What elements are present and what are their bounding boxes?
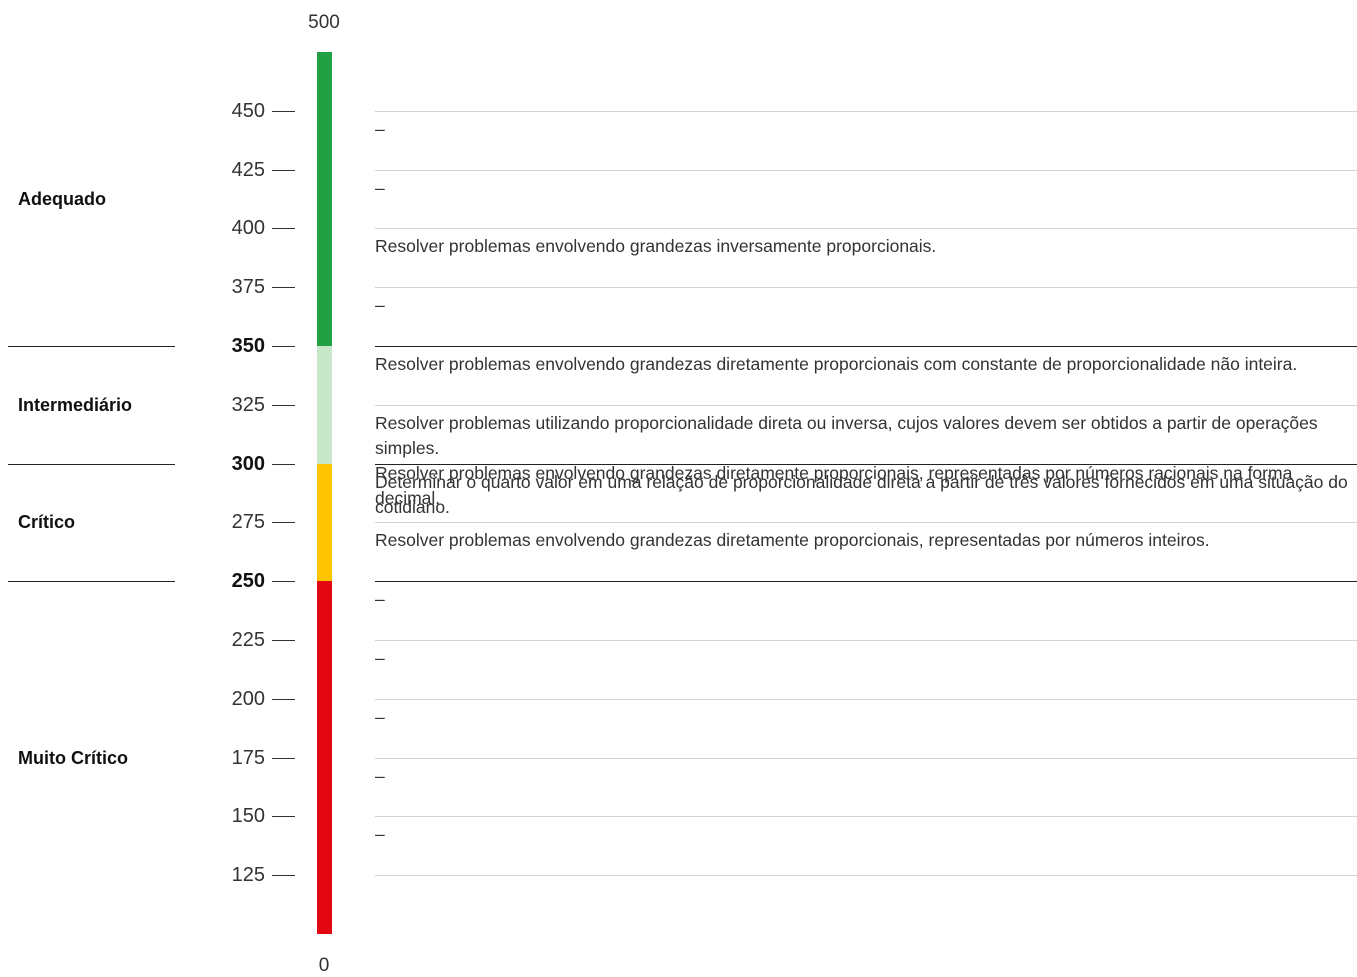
tick-label: 425 <box>231 158 265 181</box>
row-divider <box>375 287 1357 289</box>
tick-label: 300 <box>231 452 265 475</box>
level-band <box>317 52 332 346</box>
row-divider <box>375 816 1357 818</box>
descriptor-cell: – <box>375 705 1353 730</box>
descriptor-text: – <box>375 118 385 139</box>
tick-mark <box>272 287 295 289</box>
level-divider <box>375 581 1357 583</box>
tick-label: 200 <box>231 687 265 710</box>
tick-label: 125 <box>231 864 265 887</box>
tick-label: 250 <box>231 570 265 593</box>
row-divider <box>375 698 1357 700</box>
descriptor-cell: Resolver problemas envolvendo grandezas … <box>375 528 1353 553</box>
tick-mark <box>272 169 295 171</box>
descriptor-cell: – <box>375 822 1353 847</box>
descriptor-text: – <box>375 706 385 727</box>
descriptor-cell: – <box>375 293 1353 318</box>
row-divider <box>375 640 1357 641</box>
descriptor-cell: Resolver problemas utilizando proporcion… <box>375 411 1353 511</box>
level-band <box>317 346 332 464</box>
tick-label: 150 <box>231 805 265 828</box>
level-band <box>317 581 332 934</box>
level-label: Crítico <box>18 512 76 533</box>
descriptor-text: – <box>375 824 385 845</box>
descriptor-text: – <box>375 177 385 198</box>
tick-label: 325 <box>231 393 265 416</box>
tick-mark <box>272 698 295 700</box>
tick-mark <box>272 875 295 877</box>
tick-label: 175 <box>231 746 265 769</box>
tick-label: 275 <box>231 511 265 534</box>
descriptor-text: Resolver problemas envolvendo grandezas … <box>375 462 1293 508</box>
tick-mark <box>272 404 295 406</box>
tick-mark <box>272 757 295 759</box>
level-separator <box>8 581 175 583</box>
level-separator <box>8 463 175 465</box>
row-divider <box>375 110 1357 112</box>
level-divider <box>375 346 1357 347</box>
row-divider <box>375 169 1357 171</box>
descriptor-text: Resolver problemas envolvendo grandezas … <box>375 354 1298 374</box>
descriptor-cell: Resolver problemas envolvendo grandezas … <box>375 352 1353 377</box>
level-divider <box>375 463 1357 465</box>
scale-max-label: 500 <box>308 12 340 33</box>
row-divider <box>375 757 1357 759</box>
descriptor-cell: – <box>375 646 1353 671</box>
tick-label: 450 <box>231 99 265 122</box>
row-divider <box>375 875 1357 877</box>
row-divider <box>375 522 1357 524</box>
descriptor-cell: – <box>375 117 1353 142</box>
descriptor-cell: – <box>375 176 1353 201</box>
level-label: Adequado <box>18 189 106 209</box>
descriptor-text: Determinar o quarto valor em uma relação… <box>375 471 1348 517</box>
descriptor-text: Resolver problemas envolvendo grandezas … <box>375 530 1210 551</box>
descriptor-cell: Resolver problemas envolvendo grandezas … <box>375 234 1353 259</box>
tick-label: 400 <box>231 217 265 240</box>
descriptor-cell: – <box>375 764 1353 789</box>
tick-mark <box>272 581 295 583</box>
level-band <box>317 463 332 582</box>
scale-min-label: 0 <box>318 955 330 976</box>
tick-label: 375 <box>231 276 265 299</box>
tick-mark <box>272 816 295 818</box>
descriptor-cell: Determinar o quarto valor em uma relação… <box>375 470 1353 520</box>
tick-mark <box>272 463 295 465</box>
row-divider <box>375 404 1357 406</box>
descriptor-text: Resolver problemas utilizando proporcion… <box>375 412 1318 458</box>
level-separator <box>8 346 175 347</box>
descriptor-text: – <box>375 648 385 668</box>
descriptor-text: Resolver problemas envolvendo grandezas … <box>375 236 937 257</box>
tick-label: 225 <box>231 629 265 651</box>
row-divider <box>375 228 1357 230</box>
descriptor-text: – <box>375 589 385 610</box>
tick-mark <box>272 640 295 641</box>
tick-mark <box>272 522 295 524</box>
level-label: Intermediário <box>18 394 133 415</box>
level-label: Muito Crítico <box>18 747 128 768</box>
tick-label: 350 <box>231 335 265 357</box>
tick-mark <box>272 228 295 230</box>
descriptor-text: – <box>375 765 385 786</box>
tick-mark <box>272 346 295 347</box>
tick-mark <box>272 110 295 112</box>
descriptor-text: – <box>375 295 385 316</box>
descriptor-cell: – <box>375 587 1353 612</box>
